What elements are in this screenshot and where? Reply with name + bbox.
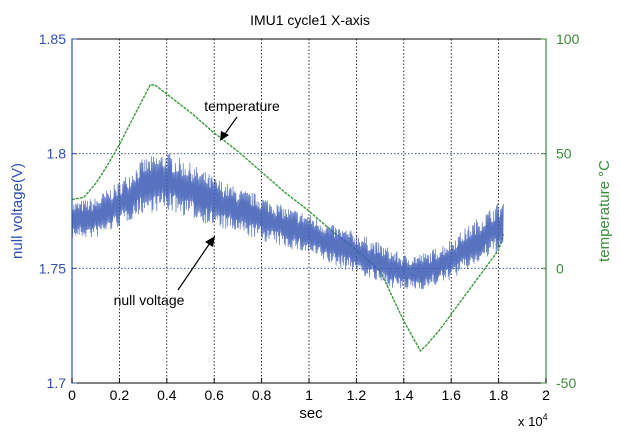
null-voltage-series — [71, 153, 504, 290]
annotation-null-voltage-arrowhead — [205, 236, 215, 247]
x-axis: 0 0.2 0.4 0.6 0.8 1 1.2 1.4 1.6 1.8 2 — [68, 378, 550, 403]
x-axis-multiplier-exponent: 4 — [543, 412, 548, 422]
annotation-null-voltage-arrow — [177, 239, 213, 291]
x-tick-label: 0.4 — [157, 387, 177, 403]
right-tick-label: -50 — [556, 375, 576, 391]
x-axis-label: sec — [299, 405, 323, 422]
left-y-axis: 1.7 1.75 1.8 1.85 — [39, 31, 77, 391]
annotation-null-voltage: null voltage — [114, 292, 185, 308]
annotation-temperature: temperature — [204, 98, 280, 114]
chart-title: IMU1 cycle1 X-axis — [250, 12, 370, 28]
left-tick-label: 1.8 — [47, 146, 67, 162]
right-tick-label: 100 — [556, 31, 580, 47]
x-tick-label: 0.6 — [204, 387, 224, 403]
x-tick-label: 0 — [68, 387, 76, 403]
x-tick-label: 2 — [542, 387, 550, 403]
x-axis-multiplier: x 104 — [518, 412, 548, 429]
annotation-temperature-arrowhead — [220, 131, 229, 141]
right-y-axis: -50 0 50 100 — [541, 31, 580, 391]
temperature-line — [71, 84, 505, 353]
x-tick-label: 0.2 — [110, 387, 130, 403]
left-tick-label: 1.75 — [39, 260, 66, 276]
temperature-series — [71, 84, 505, 353]
x-tick-label: 0.8 — [252, 387, 272, 403]
left-tick-label: 1.7 — [47, 375, 67, 391]
y-axis-label-left: null voltage(V) — [9, 163, 26, 259]
x-axis-multiplier-base: x 10 — [518, 414, 543, 429]
y-axis-label-right: temperature °C — [596, 160, 613, 262]
left-tick-label: 1.85 — [39, 31, 66, 47]
right-tick-label: 0 — [556, 260, 564, 276]
null-voltage-line — [71, 153, 504, 290]
x-tick-label: 1.6 — [441, 387, 461, 403]
x-tick-label: 1.2 — [347, 387, 367, 403]
annotations: temperature null voltage — [114, 98, 280, 308]
x-tick-label: 1 — [305, 387, 313, 403]
x-tick-label: 1.8 — [489, 387, 509, 403]
x-tick-label: 1.4 — [394, 387, 414, 403]
right-tick-label: 50 — [556, 146, 572, 162]
